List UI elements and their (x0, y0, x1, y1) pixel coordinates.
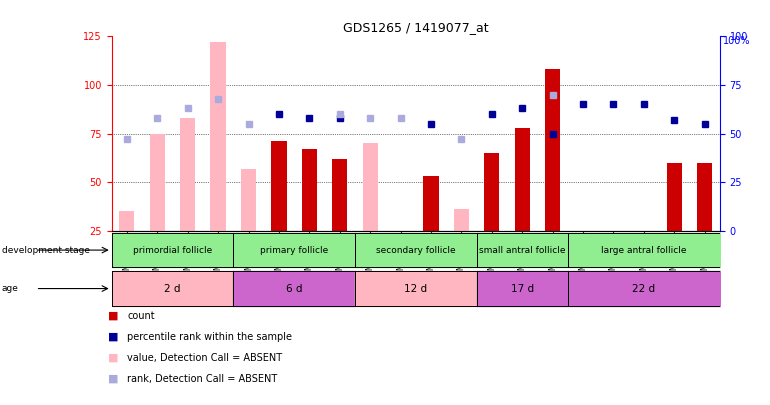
Bar (180, 118, 196, 231)
Bar (697, 163, 712, 231)
Bar (149, 134, 165, 231)
Bar (484, 153, 500, 231)
Bar (210, 42, 226, 231)
Text: age: age (2, 284, 18, 293)
Bar (514, 128, 530, 231)
Text: 6 d: 6 d (286, 284, 303, 294)
Text: 22 d: 22 d (632, 284, 655, 294)
Text: primordial follicle: primordial follicle (133, 245, 212, 255)
Bar (667, 163, 682, 231)
Text: ■: ■ (108, 311, 119, 321)
Bar (545, 70, 561, 231)
Text: secondary follicle: secondary follicle (376, 245, 456, 255)
Text: value, Detection Call = ABSENT: value, Detection Call = ABSENT (127, 353, 282, 363)
Text: 17 d: 17 d (511, 284, 534, 294)
Bar (119, 211, 135, 231)
Bar (424, 177, 439, 231)
Title: GDS1265 / 1419077_at: GDS1265 / 1419077_at (343, 21, 489, 34)
Text: percentile rank within the sample: percentile rank within the sample (127, 332, 292, 342)
Text: 100%: 100% (723, 36, 750, 47)
Text: ■: ■ (108, 353, 119, 363)
Bar (271, 141, 286, 231)
Text: ■: ■ (108, 332, 119, 342)
Text: 2 d: 2 d (164, 284, 181, 294)
Text: count: count (127, 311, 155, 321)
Bar (332, 159, 347, 231)
Text: small antral follicle: small antral follicle (479, 245, 565, 255)
Text: 12 d: 12 d (404, 284, 427, 294)
Text: rank, Detection Call = ABSENT: rank, Detection Call = ABSENT (127, 374, 277, 384)
Text: primary follicle: primary follicle (260, 245, 328, 255)
Text: ■: ■ (108, 374, 119, 384)
Bar (363, 143, 378, 231)
Text: large antral follicle: large antral follicle (601, 245, 687, 255)
Text: development stage: development stage (2, 245, 89, 255)
Bar (302, 149, 317, 231)
Bar (454, 209, 469, 231)
Bar (241, 168, 256, 231)
